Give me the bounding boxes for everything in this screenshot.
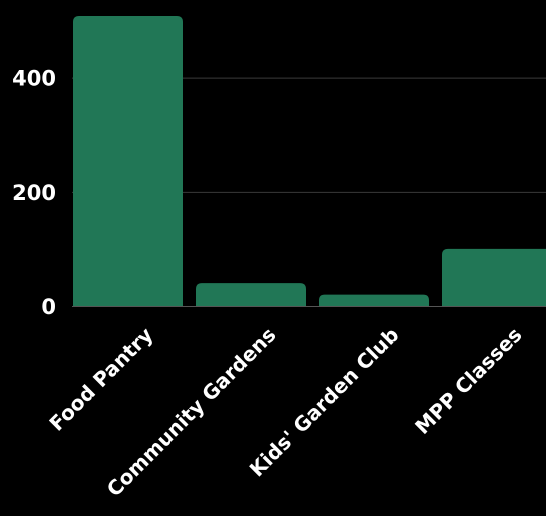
x-category-label: Food Pantry bbox=[44, 323, 157, 436]
bar[interactable] bbox=[196, 283, 306, 306]
bar[interactable] bbox=[319, 294, 429, 306]
y-tick-label: 200 bbox=[12, 181, 56, 205]
bar[interactable] bbox=[73, 16, 183, 306]
y-axis-tick-labels: 0 200 400 bbox=[12, 67, 56, 319]
bars bbox=[73, 16, 546, 306]
y-tick-label: 400 bbox=[12, 67, 56, 91]
bar[interactable] bbox=[442, 248, 546, 306]
y-tick-label: 0 bbox=[41, 295, 56, 319]
x-category-label: MPP Classes bbox=[410, 323, 526, 439]
